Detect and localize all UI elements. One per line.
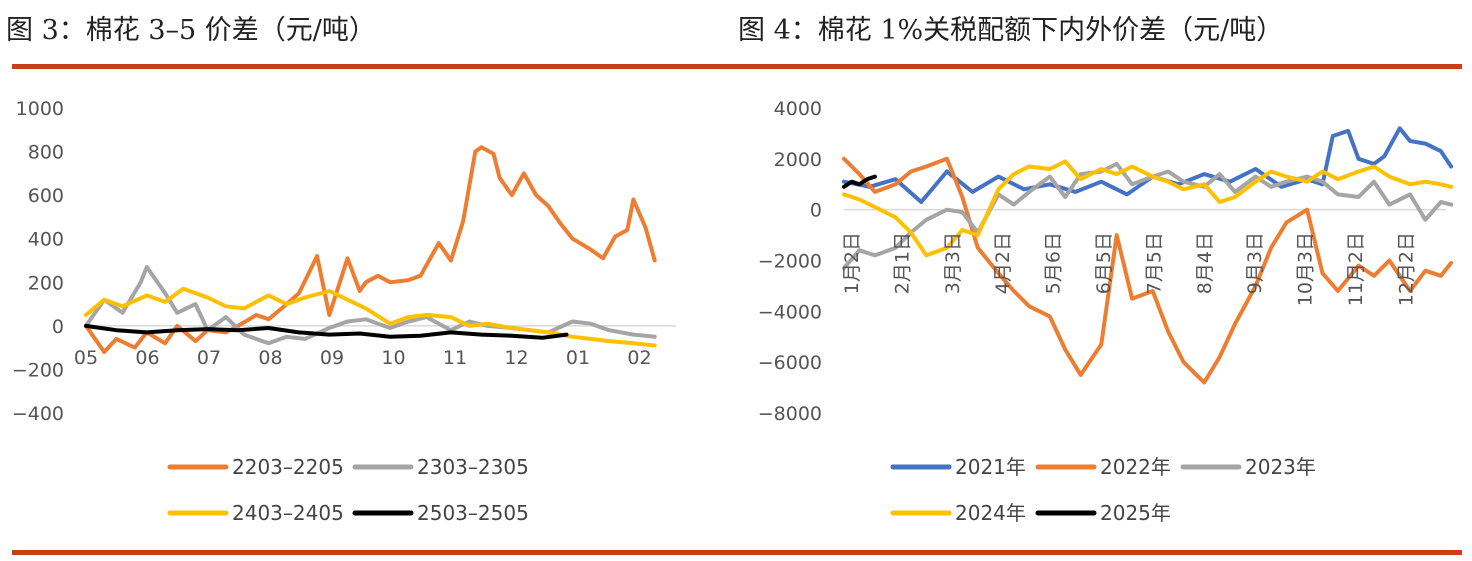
bottom-divider	[12, 550, 1462, 555]
x-tick-label: 06	[135, 347, 159, 369]
y-tick-label: 2000	[774, 149, 822, 171]
x-tick-label: 10月3日	[1295, 232, 1317, 306]
series-line-3	[842, 159, 1454, 258]
x-tick-label: 10	[381, 347, 405, 369]
y-tick-label: 1000	[16, 98, 64, 120]
y-tick-label: 4000	[774, 98, 822, 120]
y-tick-label: −200	[12, 359, 64, 381]
x-tick-label: 02	[627, 347, 651, 369]
legend-label: 2203–2205	[232, 455, 344, 479]
x-tick-label: 4月2日	[992, 232, 1014, 294]
x-tick-label: 8月4日	[1194, 232, 1216, 294]
y-tick-label: 400	[28, 229, 64, 251]
x-tick-label: 11	[443, 347, 467, 369]
legend-label: 2023年	[1245, 455, 1316, 479]
y-tick-label: −2000	[758, 251, 822, 273]
legend-label: 2025年	[1100, 501, 1171, 525]
series-line-4	[842, 174, 877, 189]
y-tick-label: −6000	[758, 352, 822, 374]
x-tick-label: 09	[320, 347, 344, 369]
y-tick-label: 800	[28, 142, 64, 164]
x-tick-label: 08	[258, 347, 282, 369]
legend-label: 2503–2505	[417, 501, 529, 525]
x-tick-label: 07	[197, 347, 221, 369]
x-tick-label: 1月2日	[841, 232, 863, 294]
legend-label: 2024年	[955, 501, 1026, 525]
x-tick-label: 2月1日	[891, 232, 913, 294]
top-divider	[12, 64, 1462, 69]
legend-label: 2022年	[1100, 455, 1171, 479]
y-tick-label: −4000	[758, 301, 822, 323]
x-tick-label: 6月5日	[1093, 232, 1115, 294]
legend-label: 2403–2405	[232, 501, 344, 525]
y-tick-label: 0	[52, 316, 64, 338]
y-tick-label: 600	[28, 185, 64, 207]
x-tick-label: 12	[504, 347, 528, 369]
x-tick-label: 3月3日	[942, 232, 964, 294]
series-line-0	[84, 145, 657, 354]
legend-label: 2021年	[955, 455, 1026, 479]
y-tick-label: −400	[12, 403, 64, 425]
x-tick-label: 05	[74, 347, 98, 369]
series-line-2	[84, 286, 657, 348]
y-tick-label: 200	[28, 272, 64, 294]
chart4-title: 图 4：棉花 1%关税配额下内外价差（元/吨）	[738, 15, 1284, 46]
x-tick-label: 7月5日	[1143, 232, 1165, 294]
x-tick-label: 5月6日	[1043, 232, 1065, 294]
x-tick-label: 12月2日	[1395, 232, 1417, 306]
legend-label: 2303–2305	[417, 455, 529, 479]
x-tick-label: 9月3日	[1244, 232, 1266, 294]
chart3-title: 图 3：棉花 3–5 价差（元/吨）	[6, 15, 376, 46]
series-line-1	[842, 156, 1454, 385]
series-line-3	[84, 323, 569, 340]
y-tick-label: −8000	[758, 403, 822, 425]
x-tick-label: 11月2日	[1345, 232, 1367, 306]
y-tick-label: 0	[810, 200, 822, 222]
x-tick-label: 01	[566, 347, 590, 369]
